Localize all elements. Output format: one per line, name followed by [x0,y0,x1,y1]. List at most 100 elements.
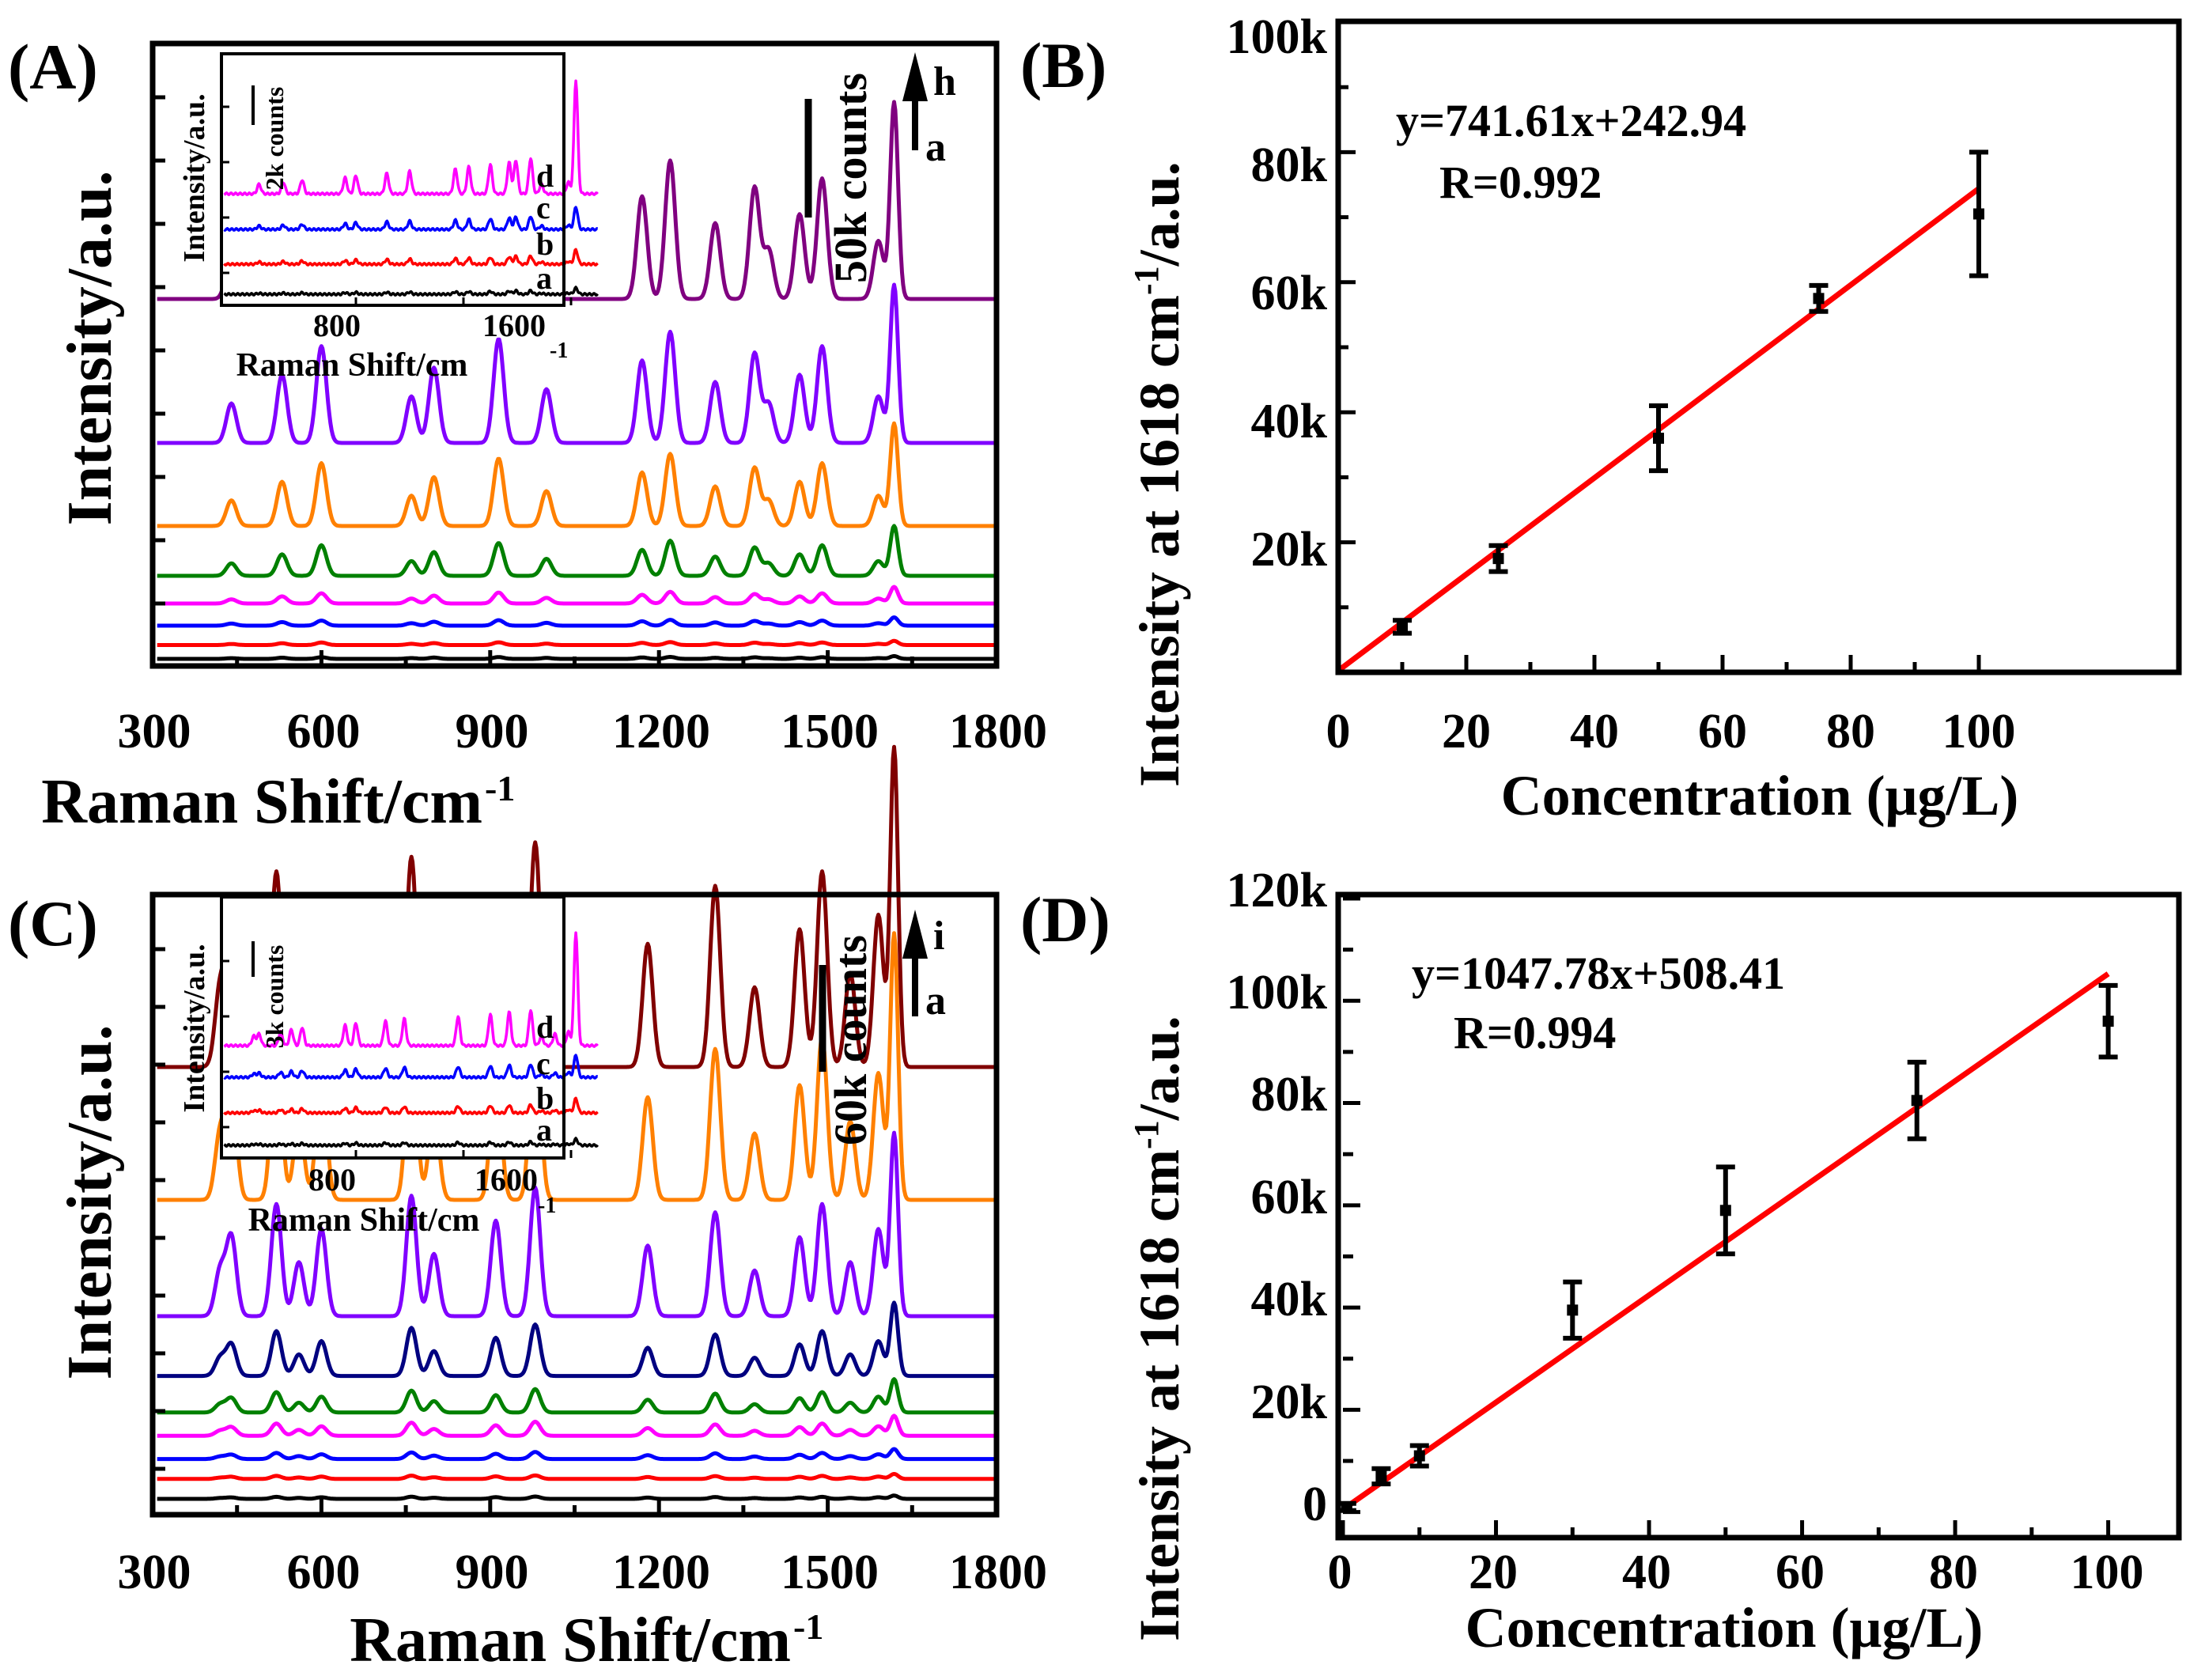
y-axis-label-main-d: Intensity at 1618 cm [1128,1149,1191,1641]
panel-label-b: (B) [1020,29,1106,101]
y-ticks-b [1338,20,1356,610]
inset-a: Intensity/a.u. 800 1600 Raman Shift/cm -… [178,52,599,384]
inset-spectrum-b [223,1096,599,1115]
spectrum-f [156,1300,998,1379]
data-point [1567,1304,1579,1316]
x-tick-label-d: 20 [1469,1546,1518,1599]
y-axis-label-sup-b: -1 [1127,266,1166,295]
inset-scale-bar-text-c: 3k counts [260,945,289,1049]
y-ticks-a [153,95,165,606]
data-point [1719,1205,1731,1216]
inset-y-axis-label-a: Intensity/a.u. [178,93,211,262]
r-value-b: R=0.992 [1439,157,1602,208]
x-tick-label-b: 0 [1326,705,1351,759]
x-tick-label-b: 80 [1826,705,1875,759]
x-axis-label-a: Raman Shift/cm [41,767,482,837]
spectrum-d [156,1413,998,1438]
y-tick-label-d: 0 [1303,1478,1327,1531]
x-tick-label-a: 900 [456,705,529,759]
arrow-label-bottom-c: a [925,978,946,1024]
spectrum-e [156,1377,998,1415]
data-point [1653,433,1664,445]
data-point [2102,1016,2114,1027]
inset-spectrum-c [223,1054,599,1080]
panel-label-a: (A) [8,31,98,103]
data-point [1413,1450,1425,1462]
y-tick-label-b: 40k [1251,395,1328,448]
arrow-head-a [902,52,928,101]
spectrum-f [156,421,998,528]
scale-bar-text-a: 50k counts [825,73,876,283]
inset-spectra-a [223,79,599,297]
data-point [1492,553,1504,565]
spectrum-d [156,585,998,606]
scale-bar-text-c: 60k counts [825,935,876,1145]
y-tick-label-b: 60k [1251,267,1328,320]
inset-x-tick-label-a: 1600 [482,308,546,343]
inset-curve-label-c: c [536,1046,550,1081]
inset-curve-label-a: c [536,190,550,225]
y-axis-label-sup-d: -1 [1127,1120,1166,1149]
inset-x-axis-label-sup-a: -1 [550,339,568,363]
y-axis-label-main-b: Intensity at 1618 cm [1128,295,1191,787]
x-axis-label-b: Concentration (μg/L) [1501,764,2019,827]
y-tick-label-d: 60k [1251,1171,1328,1224]
inset-curve-label-a: d [536,158,554,194]
spectrum-b [156,638,998,647]
inset-curve-label-c: a [536,1112,552,1148]
y-ticks-d [1343,896,1360,1515]
inset-ticks-c [221,959,573,1158]
x-tick-label-a: 1800 [949,705,1047,759]
panel-b: (B) 0 20 40 60 80 100 20k 40k 60k 80k 10… [1020,10,2182,827]
inset-spectrum-d [223,931,599,1048]
y-tick-label-b: 80k [1251,138,1328,192]
y-axis-label-tail-b: /a.u. [1128,161,1191,267]
x-tick-label-c: 900 [456,1546,529,1599]
x-tick-label-c: 1800 [949,1546,1047,1599]
inset-curve-label-c: d [536,1009,554,1045]
data-point [1973,208,1984,220]
inset-frame-a [220,52,565,307]
inset-x-tick-label-c: 1600 [475,1162,538,1198]
y-axis-label-b: Intensity at 1618 cm-1/a.u. [1127,161,1191,787]
y-axis-label-c: Intensity/a.u. [55,1025,125,1380]
spectrum-c [156,1447,998,1462]
equation-b: y=741.61x+242.94 [1396,95,1746,146]
inset-ticks-a [221,105,573,305]
equation-d: y=1047.78x+508.41 [1412,948,1785,999]
inset-spectrum-d [223,79,599,196]
panel-a: (A) 300 600 900 1200 1500 1800 Raman Shi… [8,31,1047,837]
spectrum-c [156,615,998,628]
y-tick-label-b: 20k [1251,523,1328,577]
inset-x-axis-label-sup-c: -1 [538,1194,556,1218]
x-tick-label-b: 40 [1570,705,1619,759]
inset-scale-bar-text-a: 2k counts [260,87,289,191]
arrow-label-bottom-a: a [925,125,946,170]
spectra-c [156,744,998,1501]
x-tick-label-d: 0 [1328,1546,1352,1599]
y-tick-label-d: 40k [1251,1273,1328,1326]
data-points-b [1393,149,1988,636]
inset-x-tick-label-a: 800 [313,308,361,343]
panel-label-c: (C) [8,887,98,959]
x-ticks-a [150,650,999,666]
x-axis-label-sup-c: -1 [793,1606,823,1647]
x-tick-label-c: 1500 [781,1546,879,1599]
x-tick-label-a: 600 [287,705,361,759]
arrow-label-top-a: h [933,59,956,104]
inset-spectrum-c [223,206,599,232]
inset-frame-c [220,895,565,1160]
data-point [1813,293,1825,305]
spectrum-e [156,524,998,578]
inset-curve-label-a: a [536,260,552,296]
spectrum-g [156,1130,998,1319]
arrow-label-top-c: i [933,914,944,959]
inset-spectrum-b [223,248,599,267]
inset-c: Intensity/a.u. 800 1600 Raman Shift/cm -… [178,895,599,1239]
inset-spectrum-a [223,1137,599,1148]
x-tick-label-d: 60 [1776,1546,1825,1599]
inset-spectrum-a [223,286,599,297]
inset-x-axis-label-c: Raman Shift/cm [248,1202,480,1239]
data-point [1397,621,1408,633]
inset-y-axis-label-c: Intensity/a.u. [178,944,211,1112]
